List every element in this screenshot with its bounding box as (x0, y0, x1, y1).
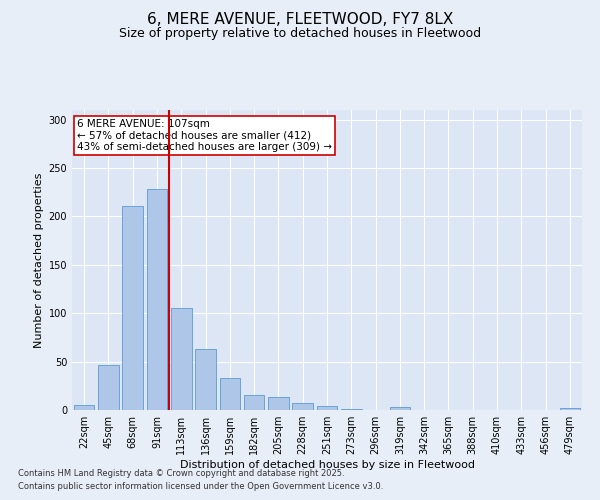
X-axis label: Distribution of detached houses by size in Fleetwood: Distribution of detached houses by size … (179, 460, 475, 470)
Text: Size of property relative to detached houses in Fleetwood: Size of property relative to detached ho… (119, 28, 481, 40)
Text: Contains public sector information licensed under the Open Government Licence v3: Contains public sector information licen… (18, 482, 383, 491)
Text: Contains HM Land Registry data © Crown copyright and database right 2025.: Contains HM Land Registry data © Crown c… (18, 468, 344, 477)
Bar (292, 403, 313, 410)
Bar (389, 407, 410, 410)
Bar (74, 405, 94, 410)
Bar (171, 308, 191, 410)
Bar (195, 349, 216, 410)
Bar (341, 409, 362, 410)
Bar (146, 190, 167, 410)
Text: 6 MERE AVENUE: 107sqm
← 57% of detached houses are smaller (412)
43% of semi-det: 6 MERE AVENUE: 107sqm ← 57% of detached … (77, 119, 332, 152)
Text: 6, MERE AVENUE, FLEETWOOD, FY7 8LX: 6, MERE AVENUE, FLEETWOOD, FY7 8LX (147, 12, 453, 28)
Bar (122, 206, 143, 410)
Bar (560, 408, 580, 410)
Bar (244, 394, 265, 410)
Bar (98, 364, 119, 410)
Bar (317, 406, 337, 410)
Bar (220, 378, 240, 410)
Y-axis label: Number of detached properties: Number of detached properties (34, 172, 44, 348)
Bar (268, 398, 289, 410)
